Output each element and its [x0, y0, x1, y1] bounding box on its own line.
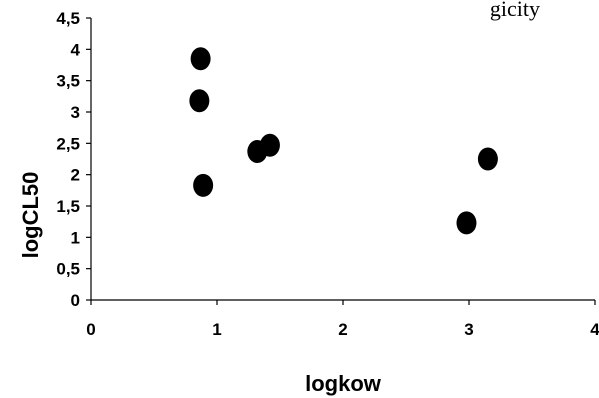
y-tick-label: 1 — [71, 228, 80, 247]
y-tick-label: 2,5 — [56, 134, 80, 153]
data-point — [456, 211, 477, 235]
x-tick-label: 3 — [464, 320, 473, 339]
chart-title-fragment: gicity — [490, 0, 540, 21]
x-axis-label: logkow — [305, 371, 382, 396]
data-point — [259, 133, 280, 157]
y-axis: 0 0,5 1 1,5 2 2,5 3 3,5 4 4,5 — [56, 9, 92, 310]
x-axis: 0 1 2 3 4 — [86, 299, 599, 339]
y-tick-label: 3,5 — [56, 72, 80, 91]
data-point — [477, 147, 498, 171]
x-tick-label: 0 — [86, 320, 95, 339]
y-tick-label: 4,5 — [56, 9, 80, 28]
x-tick-label: 2 — [338, 320, 347, 339]
y-tick-label: 4 — [71, 40, 81, 59]
x-tick-label: 1 — [212, 320, 221, 339]
data-point — [190, 47, 211, 71]
y-tick-label: 1,5 — [56, 197, 80, 216]
x-tick-label: 4 — [590, 320, 599, 339]
y-tick-label: 2 — [71, 166, 80, 185]
y-axis-label: logCL50 — [18, 172, 43, 259]
data-points — [189, 47, 498, 235]
y-tick-label: 3 — [71, 103, 80, 122]
data-point — [193, 173, 214, 197]
y-tick-label: 0,5 — [56, 260, 80, 279]
data-point — [189, 89, 210, 113]
y-tick-label: 0 — [71, 291, 80, 310]
